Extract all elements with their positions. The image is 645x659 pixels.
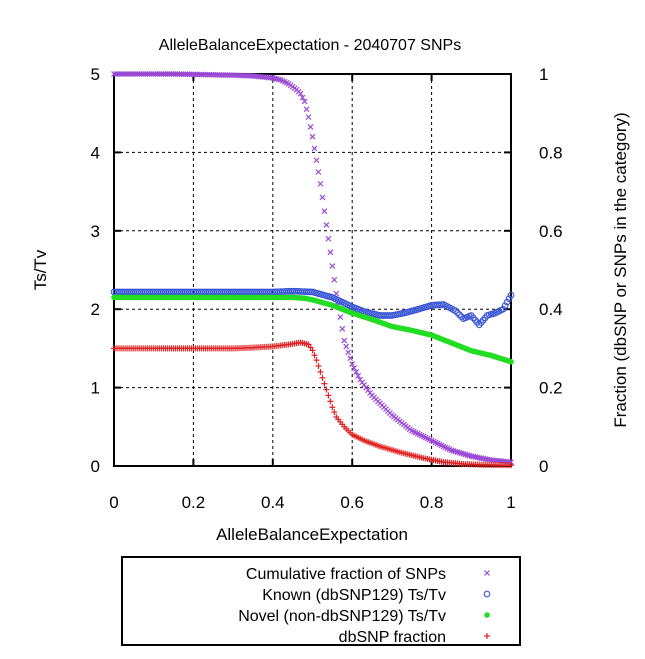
- series-known-dbsnp129-ts-tv: [110, 287, 515, 329]
- x-tick-label: 0: [109, 493, 118, 512]
- y2-tick-label: 0.6: [539, 222, 563, 241]
- data-point: [311, 352, 318, 359]
- legend-label: Cumulative fraction of SNPs: [246, 566, 446, 583]
- data-point: [329, 263, 336, 270]
- data-point: [275, 76, 282, 83]
- data-point: [323, 221, 330, 228]
- series-novel-non-dbsnp129-ts-tv: [111, 294, 514, 365]
- data-point: [297, 90, 304, 97]
- data-point: [454, 309, 461, 317]
- data-point: [325, 235, 332, 242]
- series-dbsnp-fraction: [111, 339, 514, 469]
- legend-label: Known (dbSNP129) Ts/Tv: [262, 587, 446, 604]
- legend-label: Novel (non-dbSNP129) Ts/Tv: [238, 608, 446, 625]
- data-point: [321, 208, 328, 215]
- data-point: [299, 94, 306, 101]
- data-point: [331, 276, 338, 283]
- data-point: [329, 404, 336, 411]
- data-point: [321, 380, 328, 387]
- data-point: [507, 291, 515, 299]
- data-point: [505, 295, 513, 302]
- data-point: [503, 298, 511, 306]
- data-point: [351, 365, 358, 371]
- legend-marker: [484, 633, 490, 639]
- data-marks: [110, 71, 515, 469]
- data-point: [309, 347, 316, 354]
- data-point: [456, 311, 463, 319]
- data-point: [345, 349, 352, 356]
- data-point: [307, 288, 314, 296]
- series-cumulative-fraction-of-snps: [111, 71, 514, 466]
- data-point: [309, 133, 316, 140]
- data-point: [347, 355, 354, 362]
- legend-marker: [483, 590, 491, 598]
- data-point: [331, 409, 338, 416]
- data-point: [343, 343, 350, 350]
- data-point: [327, 398, 334, 405]
- y-tick-label: 4: [91, 143, 100, 162]
- data-point: [327, 249, 334, 256]
- chart-title: AlleleBalanceExpectation - 2040707 SNPs: [159, 37, 461, 54]
- y-tick-label: 0: [91, 457, 100, 476]
- y2-tick-label: 0.2: [539, 379, 563, 398]
- data-point: [301, 98, 308, 105]
- x-axis-label: AlleleBalanceExpectation: [216, 525, 408, 544]
- data-point: [323, 386, 330, 393]
- x-tick-label: 0.8: [420, 493, 444, 512]
- data-point: [349, 361, 356, 368]
- data-point: [325, 392, 332, 399]
- data-point: [307, 123, 314, 130]
- y-tick-label: 3: [91, 222, 100, 241]
- data-point: [319, 194, 326, 201]
- y2-tick-label: 0: [539, 457, 548, 476]
- y-axis-label: Ts/Tv: [31, 249, 50, 290]
- plot-frame: [113, 73, 512, 467]
- data-point: [501, 302, 509, 310]
- data-point: [315, 363, 322, 370]
- data-point: [305, 114, 312, 121]
- x-tick-label: 0.6: [340, 493, 364, 512]
- data-point: [355, 372, 362, 379]
- x-tick-label: 1: [506, 493, 515, 512]
- data-point: [337, 314, 344, 320]
- data-point: [303, 106, 310, 113]
- y-tick-label: 5: [91, 65, 100, 84]
- data-point: [315, 169, 322, 175]
- data-point: [311, 145, 318, 152]
- data-point: [341, 337, 348, 344]
- legend-marker: [484, 612, 490, 618]
- legend-box: [121, 556, 521, 646]
- data-point: [339, 325, 346, 332]
- grid: [113, 73, 512, 467]
- y2-tick-label: 0.4: [539, 300, 563, 319]
- data-point: [317, 180, 324, 187]
- legend-marker: [484, 570, 490, 576]
- legend: Cumulative fraction of SNPs Known (dbSNP1…: [238, 566, 491, 646]
- data-point: [319, 374, 326, 381]
- x-tick-label: 0.4: [261, 493, 285, 512]
- data-point: [508, 358, 514, 365]
- y2-tick-label: 1: [539, 65, 548, 84]
- y-tick-label: 2: [91, 300, 100, 319]
- y-tick-label: 1: [91, 379, 100, 398]
- y2-tick-label: 0.8: [539, 143, 563, 162]
- data-point: [508, 462, 514, 469]
- data-point: [353, 368, 360, 375]
- tick-labels: 0 0.2 0.4 0.6 0.8 1 0 1 2 3 4 5 0 0.2 0.4 0.6 0.8 1: [91, 65, 563, 512]
- data-point: [452, 307, 459, 315]
- legend-label: dbSNP fraction: [339, 629, 446, 646]
- data-point: [317, 368, 324, 375]
- data-point: [499, 305, 507, 313]
- data-point: [313, 157, 320, 164]
- data-point: [313, 357, 320, 364]
- x-tick-label: 0.2: [182, 493, 206, 512]
- y2-axis-label: Fraction (dbSNP or SNPs in the category): [611, 112, 630, 427]
